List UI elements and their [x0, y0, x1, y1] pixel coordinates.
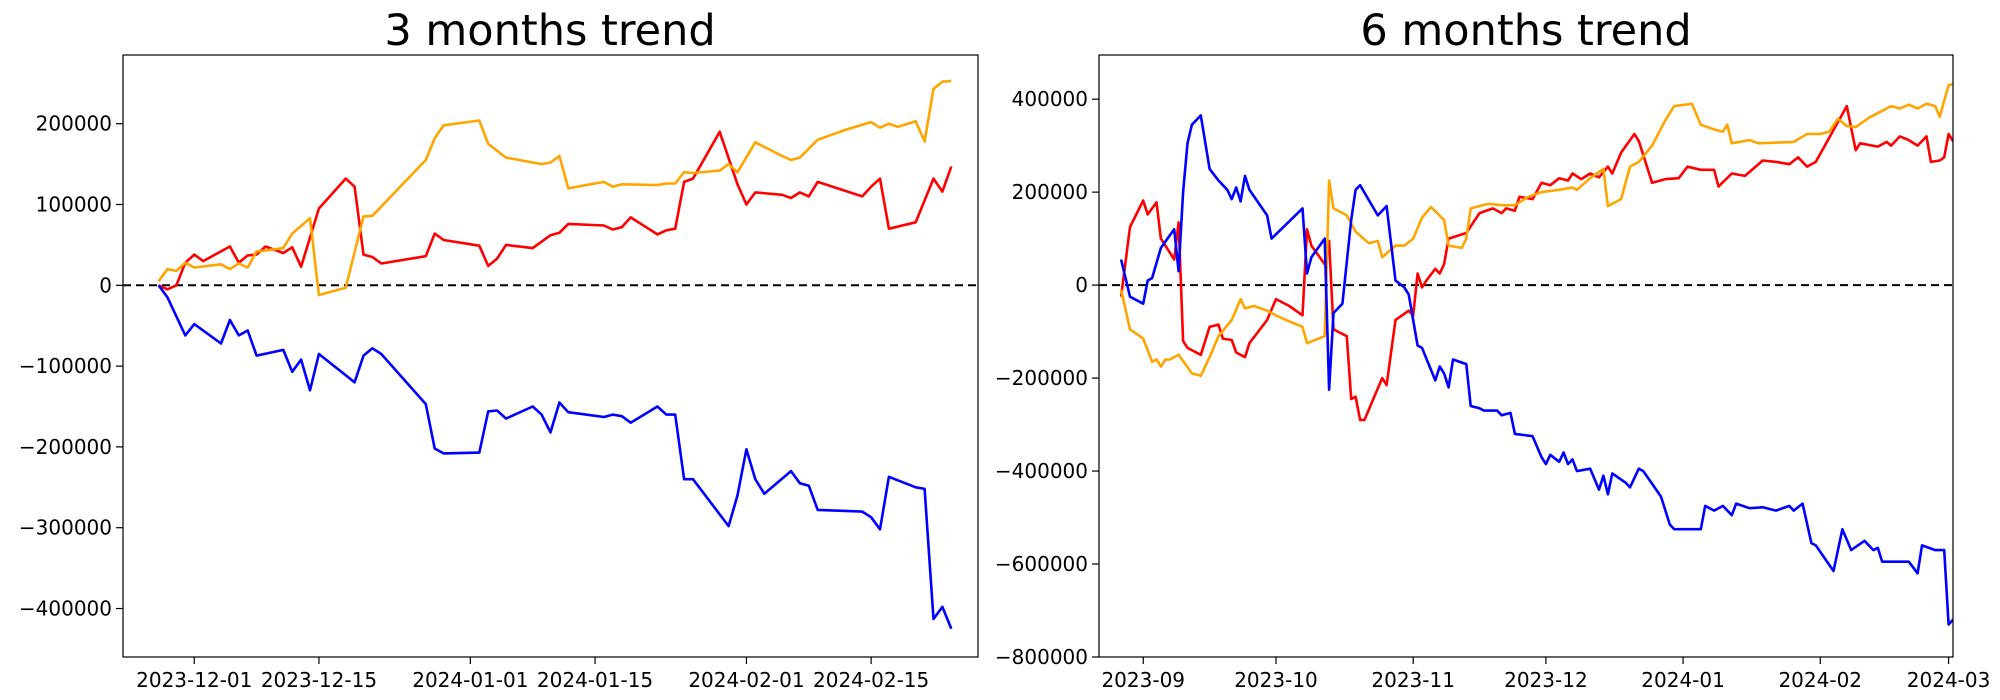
chart-title: 3 months trend [384, 6, 715, 56]
y-tick-label: −400000 [995, 459, 1088, 483]
chart-title: 6 months trend [1360, 6, 1691, 56]
y-tick-label: −400000 [19, 597, 112, 621]
y-tick-label: 0 [99, 273, 112, 297]
x-tick-label: 2024-01-01 [412, 668, 528, 692]
x-tick-label: 2023-10 [1234, 668, 1318, 692]
x-tick-label: 2023-12-01 [136, 668, 252, 692]
y-tick-label: 0 [1075, 273, 1088, 297]
x-tick-label: 2024-02-15 [813, 668, 929, 692]
y-tick-label: −200000 [995, 366, 1088, 390]
plot-frame [1098, 54, 1954, 658]
x-tick-label: 2024-02-01 [688, 668, 804, 692]
y-tick-label: −200000 [19, 435, 112, 459]
y-tick-label: 400000 [1012, 87, 1088, 111]
series-layer [1099, 82, 1953, 626]
x-tick-label: 2023-09 [1101, 668, 1185, 692]
axes-layer: 400000 200000 0 −200000 −400000 −600000 −80000… [995, 54, 1991, 692]
series-line-1 [158, 130, 953, 291]
series-line-3 [1119, 114, 1953, 626]
x-tick-label: 2023-11 [1371, 668, 1455, 692]
series-line-3 [157, 284, 953, 630]
y-tick-label: −100000 [19, 354, 112, 378]
x-tick-label: 2023-12-15 [261, 668, 377, 692]
x-tick-label: 2024-02 [1778, 668, 1862, 692]
series-line-2 [1119, 82, 1953, 378]
y-tick-label: 200000 [36, 112, 112, 136]
x-tick-label: 2024-01 [1641, 668, 1725, 692]
y-tick-label: 200000 [1012, 180, 1088, 204]
x-tick-label: 2024-01-15 [537, 668, 653, 692]
y-tick-label: −800000 [995, 645, 1088, 669]
series-layer [123, 79, 978, 630]
axes-layer: 200000 100000 0 −100000 −200000 −300000 −40000… [19, 54, 979, 692]
y-tick-label: 100000 [36, 192, 112, 216]
series-line-1 [1119, 104, 1953, 422]
y-tick-label: −600000 [995, 552, 1088, 576]
series-line-2 [157, 79, 952, 297]
x-tick-label: 2023-12 [1504, 668, 1588, 692]
chart-3-months-trend: 3 months trend 200000 100000 0 −100000 −2000… [19, 6, 979, 692]
chart-6-months-trend: 6 months trend 400000 200000 0 −200000 −4000… [995, 6, 1990, 692]
y-tick-label: −300000 [19, 516, 112, 540]
x-tick-label: 2024-03 [1907, 668, 1991, 692]
plot-frame [122, 54, 979, 658]
